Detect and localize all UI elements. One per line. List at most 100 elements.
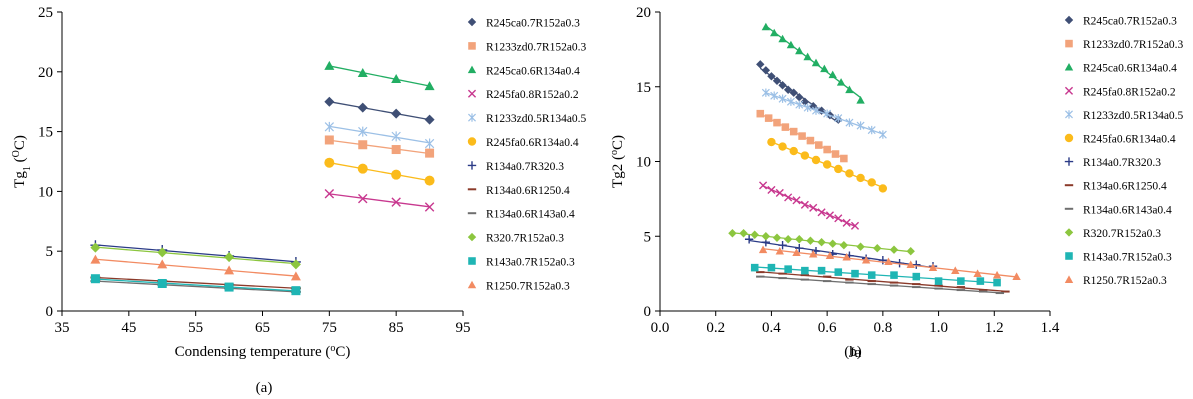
series-r134a0-7r320-3 (90, 240, 301, 267)
data-point (770, 28, 779, 37)
data-point (878, 255, 888, 265)
legend-label: R245ca0.7R152a0.3 (486, 18, 580, 30)
legend-item: R143a0.7R152a0.3 (1065, 252, 1172, 264)
legend-label: R1233zd0.5R134a0.5 (486, 113, 587, 125)
data-point (728, 229, 737, 238)
trendline (95, 246, 296, 265)
data-point (789, 127, 798, 136)
data-point (906, 247, 915, 256)
data-point (809, 203, 818, 212)
trendline (762, 185, 856, 227)
data-point (801, 266, 809, 275)
series-r320-7r152a0-3 (90, 242, 301, 270)
y-axis-title: Tg2 (oC) (609, 135, 627, 188)
data-point (823, 109, 832, 118)
legend-item: R134a0.7R320.3 (1064, 157, 1161, 169)
series-r245ca0-7r152a0-3 (756, 60, 843, 124)
legend-label: R134a0.6R143a0.4 (486, 209, 575, 221)
trendline (754, 266, 998, 284)
data-point (391, 131, 401, 142)
data-point (878, 184, 888, 193)
data-point (867, 178, 876, 187)
data-point (761, 232, 771, 241)
y-tick-label: 15 (38, 125, 53, 141)
data-point (795, 46, 804, 55)
trendline (329, 193, 430, 208)
x-tick-label: 0.8 (873, 320, 892, 336)
data-point (324, 157, 335, 168)
data-point (800, 151, 810, 160)
data-point (928, 263, 938, 272)
data-point (767, 185, 776, 194)
x-tick-label: 0.0 (651, 320, 670, 336)
data-point (789, 146, 798, 156)
x-tick-label: 95 (456, 320, 471, 336)
legend-item: R1250.7R152a0.3 (1064, 275, 1167, 287)
data-point (993, 278, 1001, 287)
legend-marker (467, 280, 477, 289)
y-tick-label: 0 (644, 304, 652, 320)
data-point (358, 140, 368, 150)
data-point (290, 271, 301, 281)
data-point (324, 60, 335, 70)
data-point (778, 94, 787, 103)
data-point (157, 278, 167, 288)
legend-marker (1065, 110, 1073, 119)
legend-label: R1250.7R152a0.3 (1083, 275, 1167, 287)
legend-label: R1233zd0.7R152a0.3 (486, 41, 587, 53)
legend-label: R134a0.6R143a0.4 (1083, 204, 1172, 216)
data-point (764, 114, 773, 122)
legend-label: R320.7R152a0.3 (486, 233, 564, 245)
legend-label: R245fa0.6R134a0.4 (1083, 134, 1176, 146)
legend-label: R320.7R152a0.3 (1083, 228, 1161, 240)
data-point (812, 106, 820, 115)
y-tick-label: 25 (38, 5, 53, 21)
legend-label: R245fa0.8R152a0.2 (486, 89, 579, 101)
legend: R245ca0.7R152a0.3 R1233zd0.7R152a0.3 R245c… (1064, 16, 1184, 287)
legend-item: R1233zd0.5R134a0.5 (468, 113, 587, 125)
x-axis-title: Ja (849, 345, 862, 361)
data-point (781, 123, 790, 131)
data-point (291, 286, 301, 296)
data-point (817, 266, 826, 275)
data-point (761, 22, 771, 31)
panel-label: (a) (256, 380, 273, 396)
legend-label: R245ca0.7R152a0.3 (1083, 16, 1177, 28)
data-point (856, 173, 865, 183)
legend-item: R245fa0.8R152a0.2 (467, 89, 579, 101)
series-r245fa0-6r134a0-4 (767, 137, 888, 193)
series-r245ca0-7r152a0-3 (324, 96, 435, 125)
legend-item: R1233zd0.7R152a0.3 (1065, 39, 1184, 51)
data-point (809, 249, 818, 258)
data-point (358, 193, 368, 204)
legend-label: R143a0.7R152a0.3 (1083, 252, 1172, 264)
legend-item: R134a0.6R1250.4 (467, 185, 570, 197)
data-point (811, 155, 821, 165)
data-point (786, 40, 796, 49)
data-point (912, 260, 921, 269)
data-point (778, 241, 787, 250)
data-point (784, 265, 792, 273)
y-tick-label: 10 (636, 155, 651, 171)
series-r134a0-6r143a0-4 (756, 275, 1005, 295)
legend-label: R245fa0.6R134a0.4 (486, 137, 579, 149)
trendline (95, 276, 296, 289)
legend-item: R245ca0.7R152a0.3 (467, 18, 580, 30)
legend-marker (1064, 228, 1074, 237)
x-tick-label: 65 (255, 320, 270, 336)
legend-marker (467, 161, 477, 170)
data-point (358, 126, 368, 137)
data-point (425, 148, 435, 158)
data-point (795, 235, 804, 244)
data-point (992, 270, 1002, 279)
data-point (789, 88, 798, 97)
data-point (800, 97, 810, 106)
legend-label: R134a0.6R1250.4 (486, 185, 570, 197)
data-point (840, 154, 848, 163)
data-point (739, 229, 748, 238)
data-point (783, 85, 793, 94)
data-point (795, 244, 804, 253)
legend-marker (1064, 86, 1074, 95)
x-tick-label: 1.2 (985, 320, 1004, 336)
